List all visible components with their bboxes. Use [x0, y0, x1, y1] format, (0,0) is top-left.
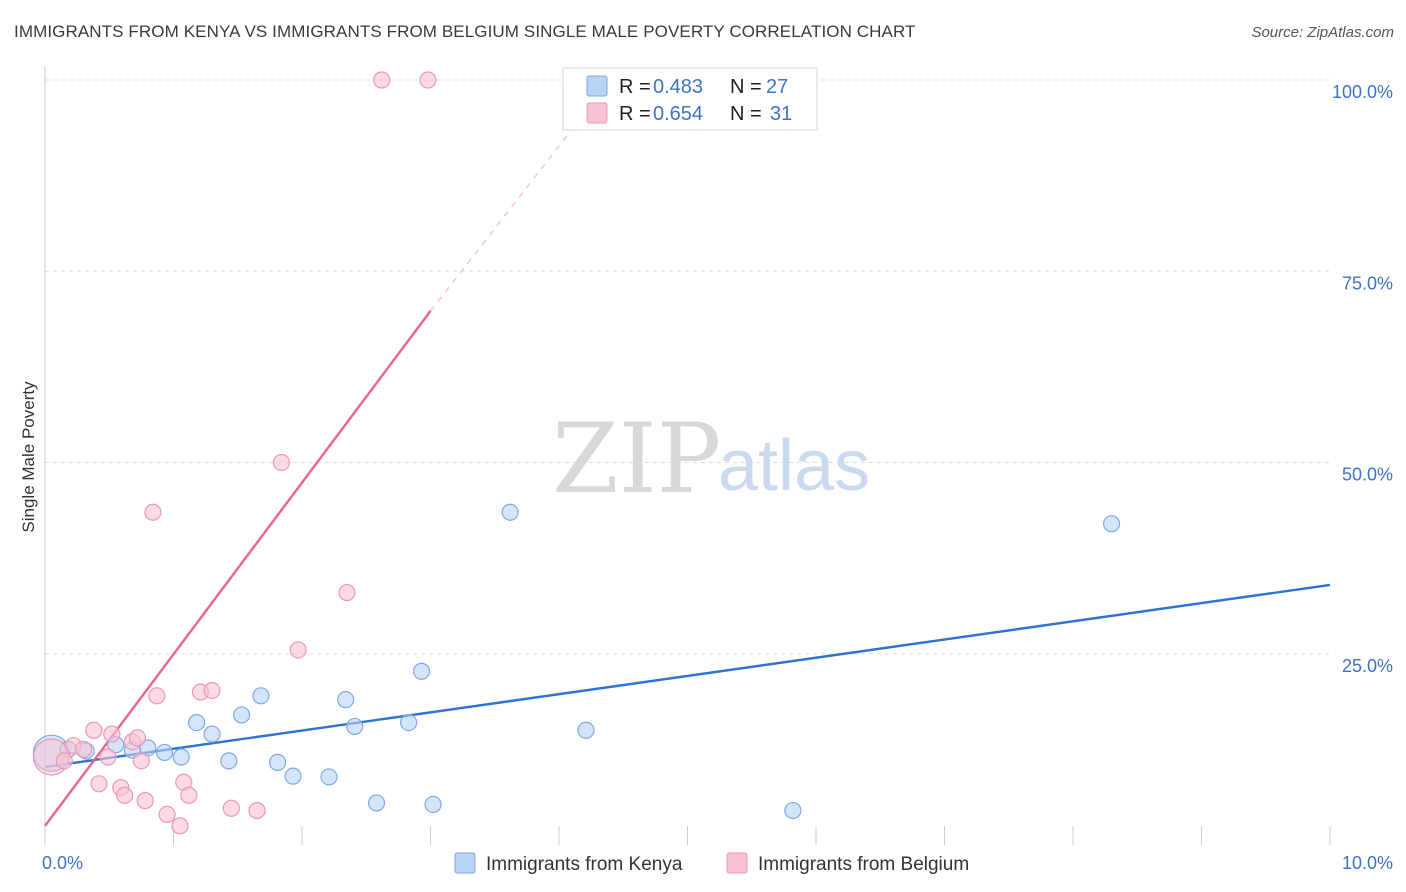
bottom-legend-belgium-label: Immigrants from Belgium — [758, 854, 969, 875]
bottom-legend-kenya-swatch — [454, 852, 476, 874]
belgium-point — [132, 752, 150, 770]
watermark-atlas: atlas — [718, 426, 870, 506]
kenya-point — [501, 503, 519, 521]
watermark-zip: ZIP — [552, 403, 721, 515]
kenya-point — [577, 721, 595, 739]
kenya-point — [284, 767, 302, 785]
kenya-point — [155, 743, 174, 762]
kenya-point — [233, 706, 251, 724]
legend-kenya-swatch — [586, 75, 608, 97]
kenya-point — [320, 768, 338, 786]
legend-belgium-r-label: R = — [619, 103, 651, 125]
legend-belgium-swatch — [586, 102, 608, 124]
belgium-point — [272, 453, 291, 472]
belgium-point — [148, 687, 166, 705]
belgium-trend-line — [44, 310, 432, 827]
legend-belgium-n-value: 31 — [770, 103, 792, 125]
kenya-point — [337, 691, 355, 709]
belgium-point — [103, 725, 121, 743]
axis-layer — [44, 66, 1331, 845]
belgium-point — [171, 817, 189, 835]
kenya-point — [203, 725, 221, 743]
legend-kenya-r-value: 0.483 — [653, 76, 703, 98]
points-layer — [32, 71, 1121, 835]
legend-kenya-r-label: R = — [619, 76, 651, 98]
kenya-point — [268, 753, 287, 771]
kenya-point — [1102, 515, 1121, 533]
belgium-point — [136, 792, 154, 810]
belgium-point — [90, 775, 108, 793]
belgium-point — [248, 801, 266, 820]
belgium-point — [338, 583, 356, 602]
kenya-trend-line — [44, 583, 1331, 769]
kenya-point — [172, 748, 190, 766]
belgium-point — [222, 799, 240, 817]
kenya-point — [220, 752, 238, 770]
x-tick-label: 10.0% — [1342, 853, 1393, 873]
kenya-point — [400, 713, 418, 732]
series-legend: Immigrants from Kenya Immigrants from Be… — [454, 852, 969, 875]
belgium-point — [55, 752, 73, 770]
tick-labels: 25.0% 50.0% 75.0% 100.0% 0.0% 10.0% — [42, 82, 1393, 873]
belgium-point — [116, 786, 134, 804]
belgium-point — [373, 71, 391, 89]
legend-kenya-n-label: N = — [730, 76, 762, 98]
y-tick-label: 75.0% — [1342, 273, 1393, 293]
bottom-legend-kenya-label: Immigrants from Kenya — [486, 854, 683, 875]
belgium-point — [419, 71, 437, 89]
belgium-point — [158, 805, 176, 824]
belgium-point — [128, 729, 147, 747]
bottom-legend-belgium-swatch — [726, 852, 748, 874]
kenya-point — [424, 795, 442, 814]
correlation-legend: R = 0.483 N = 27 R = 0.654 N = 31 — [562, 67, 818, 131]
belgium-point — [289, 641, 307, 659]
legend-belgium-r-value: 0.654 — [653, 103, 703, 125]
watermark: ZIP atlas — [552, 403, 870, 515]
kenya-point — [412, 662, 431, 680]
kenya-point — [346, 717, 364, 736]
x-tick-label: 0.0% — [42, 853, 83, 873]
belgium-point — [99, 748, 117, 766]
belgium-point — [203, 681, 221, 700]
y-tick-label: 50.0% — [1342, 465, 1393, 485]
kenya-point — [252, 687, 270, 705]
belgium-point — [144, 503, 162, 521]
legend-kenya-n-value: 27 — [766, 76, 788, 98]
chart-title: IMMIGRANTS FROM KENYA VS IMMIGRANTS FROM… — [14, 22, 916, 41]
kenya-point — [188, 713, 206, 732]
legend-belgium-n-label: N = — [730, 103, 762, 125]
belgium-point — [74, 740, 93, 758]
y-tick-label: 25.0% — [1342, 656, 1393, 676]
chart-source: Source: ZipAtlas.com — [1251, 24, 1394, 41]
y-axis-title: Single Male Poverty — [19, 381, 38, 533]
y-tick-label: 100.0% — [1332, 82, 1393, 102]
kenya-point — [784, 801, 802, 820]
kenya-point — [367, 794, 386, 812]
belgium-point — [85, 721, 103, 739]
belgium-point — [180, 786, 198, 804]
